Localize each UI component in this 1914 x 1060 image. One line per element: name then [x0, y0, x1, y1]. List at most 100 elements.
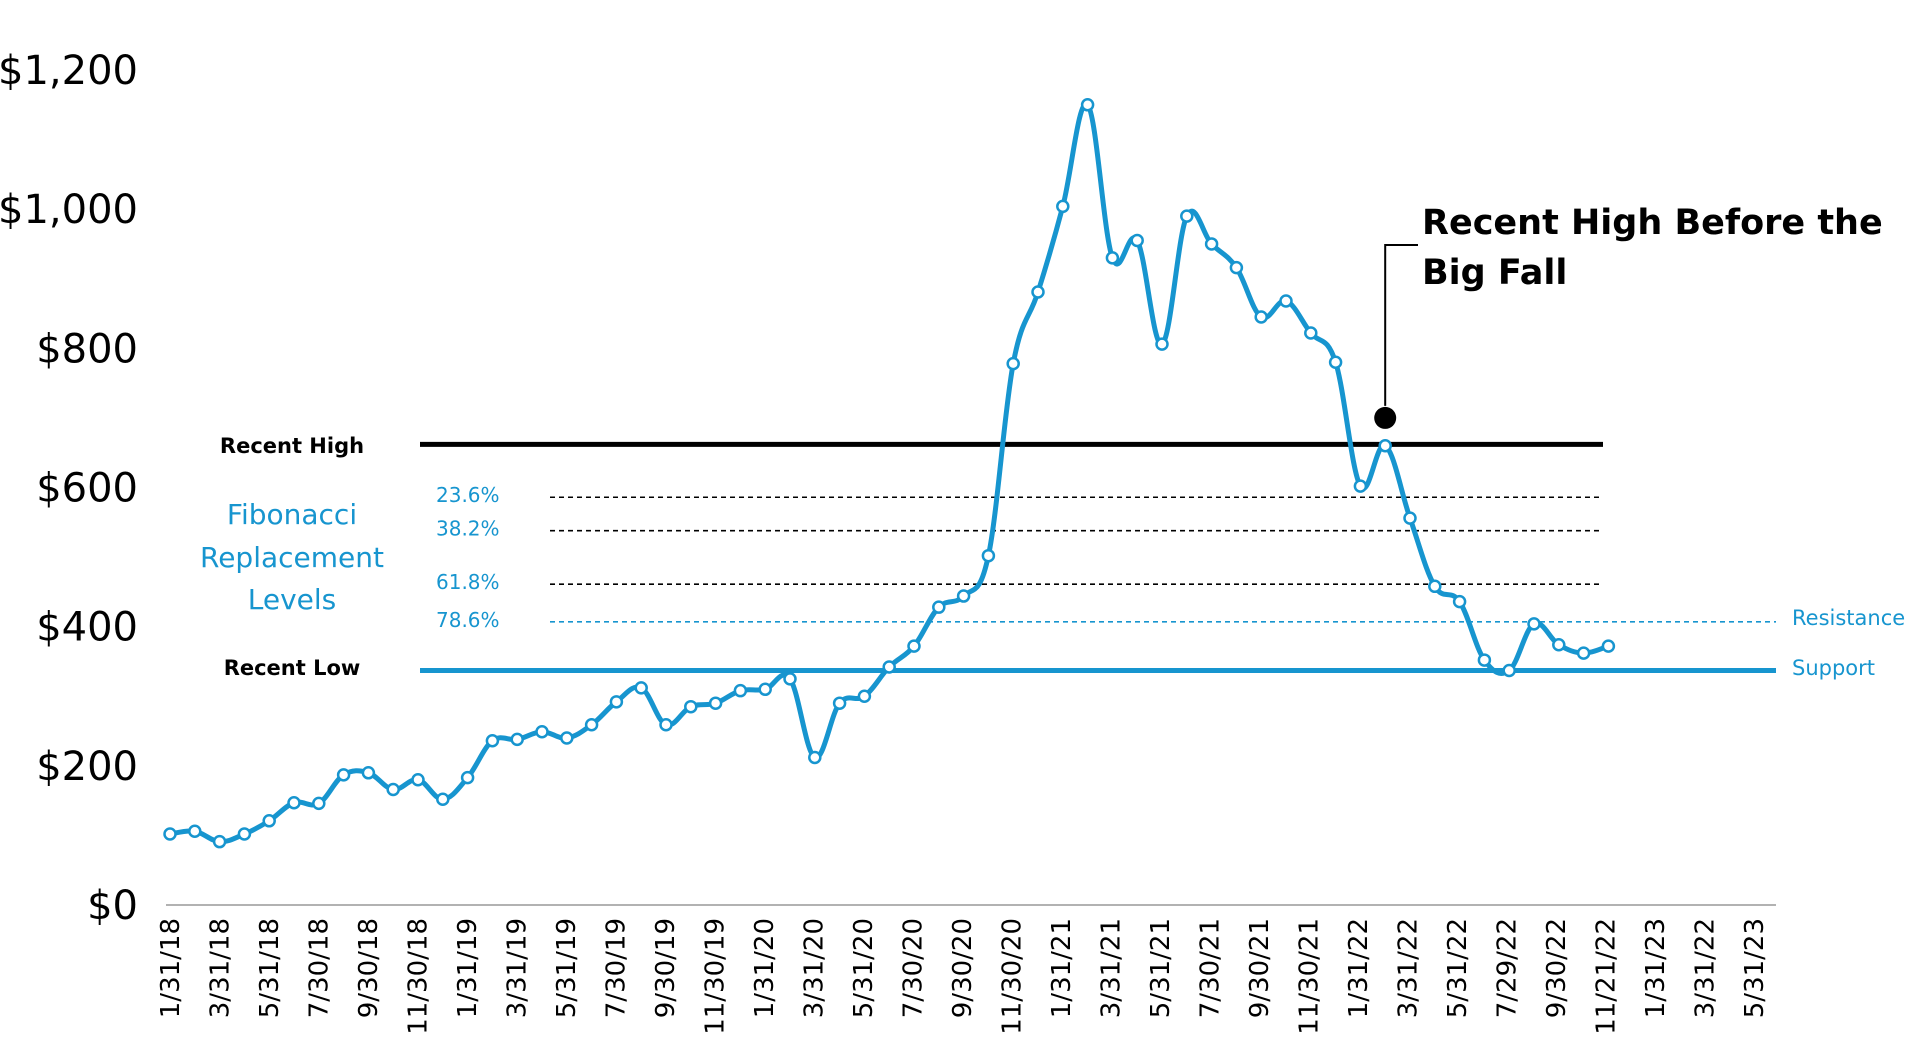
y-tick-label: $1,000: [0, 187, 138, 233]
data-point: [1353, 479, 1368, 493]
data-point: [907, 639, 921, 653]
fib-level-label: 23.6%: [436, 483, 500, 507]
data-point: [857, 689, 872, 703]
data-point: [312, 796, 326, 811]
x-tick-label: 7/30/18: [305, 918, 335, 1018]
data-point: [1229, 260, 1244, 275]
data-point: [1378, 439, 1392, 453]
x-tick-label: 9/30/22: [1542, 918, 1572, 1018]
fib-title-line-2: Replacement: [200, 541, 384, 574]
annotation-text-line-1: Recent High Before the: [1422, 203, 1883, 243]
x-tick-label: 7/30/21: [1196, 918, 1226, 1018]
data-point: [1105, 251, 1120, 265]
data-point: [1304, 326, 1318, 340]
data-point: [882, 660, 896, 674]
data-point: [808, 750, 822, 765]
x-tick-label: 1/31/22: [1344, 918, 1374, 1018]
data-point: [1403, 511, 1417, 525]
data-point: [1279, 294, 1293, 308]
data-point: [1031, 285, 1045, 299]
data-point: [1576, 646, 1591, 660]
data-point: [609, 695, 624, 709]
x-tick-label: 1/31/20: [750, 918, 780, 1018]
data-point: [634, 681, 648, 695]
data-point: [436, 792, 450, 806]
data-point: [832, 696, 847, 710]
data-point: [981, 548, 996, 563]
x-tick-label: 5/31/23: [1740, 918, 1770, 1018]
y-tick-label: $800: [36, 326, 138, 372]
x-tick-label: 1/31/18: [156, 918, 186, 1018]
x-tick-label: 3/31/18: [206, 918, 236, 1018]
y-tick-label: $400: [36, 605, 138, 651]
x-tick-label: 3/31/21: [1097, 918, 1127, 1018]
data-point: [460, 770, 475, 785]
x-tick-label: 7/30/20: [899, 918, 929, 1018]
data-point: [733, 683, 748, 698]
x-tick-label: 3/31/20: [800, 918, 830, 1018]
data-point: [411, 773, 425, 787]
y-tick-label: $200: [36, 744, 138, 790]
x-tick-label: 5/31/19: [552, 918, 582, 1018]
x-tick-label: 9/30/21: [1245, 918, 1275, 1018]
fib-level-label: 78.6%: [436, 608, 500, 632]
y-axis-ticks: $0 $200 $400 $600 $800 $1,000 $1,200: [0, 48, 138, 929]
price-series: [163, 98, 1616, 849]
data-point: [1130, 233, 1144, 248]
x-tick-label: 5/31/22: [1443, 918, 1473, 1018]
x-tick-label: 5/31/18: [255, 918, 285, 1018]
data-point: [1527, 617, 1541, 631]
data-point: [1180, 209, 1194, 223]
data-point: [188, 824, 202, 838]
data-point: [956, 589, 971, 603]
fib-level-label: 38.2%: [436, 517, 500, 541]
data-point: [1452, 594, 1467, 609]
data-point: [386, 782, 400, 797]
x-tick-label: 1/31/19: [453, 918, 483, 1018]
x-tick-label: 3/31/22: [1394, 918, 1424, 1018]
data-point: [1328, 355, 1343, 369]
support-label: Support: [1792, 656, 1875, 680]
reference-lines: 23.6% 38.2% 61.8% 78.6%: [420, 441, 1776, 674]
recent-low-label: Recent Low: [224, 656, 361, 680]
data-point: [1601, 639, 1616, 653]
data-point: [659, 718, 673, 732]
fib-title-line-1: Fibonacci: [227, 498, 357, 531]
annotation-marker: [1374, 406, 1397, 429]
fibonacci-title: Fibonacci Replacement Levels: [200, 498, 384, 616]
fib-level-label: 61.8%: [436, 570, 500, 594]
x-tick-label: 1/31/23: [1641, 918, 1671, 1018]
data-point: [287, 795, 301, 810]
data-point: [485, 734, 500, 748]
data-point: [684, 699, 698, 714]
recent-high-label: Recent High: [220, 434, 364, 458]
x-tick-label: 9/30/18: [354, 918, 384, 1018]
x-tick-label: 1/31/21: [1047, 918, 1077, 1018]
data-point: [163, 827, 177, 841]
x-axis-ticks: 1/31/18 3/31/18 5/31/18 7/30/18 9/30/18 11/30…: [156, 918, 1770, 1035]
data-point: [783, 672, 797, 686]
x-tick-label: 5/31/21: [1146, 918, 1176, 1018]
data-point: [1502, 663, 1516, 678]
data-point: [535, 724, 549, 739]
x-tick-label: 3/31/19: [503, 918, 533, 1018]
data-point: [262, 814, 276, 828]
x-tick-label: 5/31/20: [849, 918, 879, 1018]
y-tick-label: $0: [87, 883, 138, 929]
data-point: [708, 696, 723, 710]
data-point: [336, 768, 351, 782]
x-tick-label: 7/30/19: [602, 918, 632, 1018]
data-point: [1428, 579, 1442, 594]
data-point: [932, 600, 946, 614]
data-point: [1080, 98, 1095, 112]
data-point: [758, 682, 772, 697]
resistance-label: Resistance: [1792, 606, 1905, 630]
x-tick-label: 11/30/19: [701, 918, 731, 1035]
data-point: [1056, 199, 1070, 214]
data-point: [510, 732, 524, 747]
annotation: Recent High Before the Big Fall: [1374, 203, 1883, 429]
x-tick-label: 11/30/21: [1295, 918, 1325, 1035]
data-point: [560, 731, 574, 745]
x-tick-label: 7/29/22: [1493, 918, 1523, 1018]
data-point: [1204, 237, 1219, 251]
